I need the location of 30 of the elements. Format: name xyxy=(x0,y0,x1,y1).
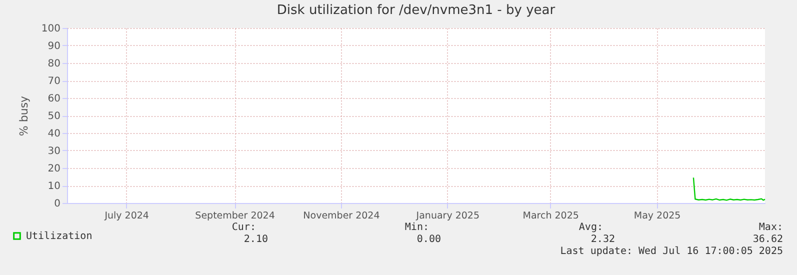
x-tick-label: November 2024 xyxy=(303,210,380,222)
line-series xyxy=(692,177,766,201)
text: Last update: Wed Jul 16 17:00:05 2025 xyxy=(560,246,783,257)
y-tick-label: 10 xyxy=(48,181,60,192)
y-tick-label: 90 xyxy=(48,41,60,52)
y-tick-label: 70 xyxy=(48,76,60,87)
x-tick-label: January 2025 xyxy=(415,210,480,222)
x-tick-label: May 2025 xyxy=(634,210,681,222)
y-tick-label: 0 xyxy=(54,198,60,210)
x-tick-label: September 2024 xyxy=(195,210,275,222)
y-tick-label: 100 xyxy=(41,24,60,34)
legend-label: Utilization xyxy=(26,231,92,242)
chart-title: Disk utilization for /dev/nvme3n1 - by year xyxy=(276,3,556,18)
text: Max: xyxy=(758,222,783,233)
text: 2.32 xyxy=(590,234,615,245)
y-tick-label: 20 xyxy=(48,164,60,174)
text: Avg: xyxy=(578,222,603,233)
text: 36.62 xyxy=(752,234,783,245)
text: 2.10 xyxy=(244,234,268,245)
y-axis-title: % busy xyxy=(17,95,30,136)
text: 0.00 xyxy=(416,234,441,245)
y-tick-label: 50 xyxy=(48,111,60,122)
y-tick-label: 80 xyxy=(48,58,60,70)
y-tick-label: 40 xyxy=(48,128,60,140)
text: Min: xyxy=(404,222,429,233)
text: Cur: xyxy=(232,222,256,233)
x-tick-label: March 2025 xyxy=(522,210,579,222)
y-tick-label: 30 xyxy=(48,146,60,157)
y-tick-label: 60 xyxy=(48,94,60,104)
x-tick-label: July 2024 xyxy=(104,210,149,222)
